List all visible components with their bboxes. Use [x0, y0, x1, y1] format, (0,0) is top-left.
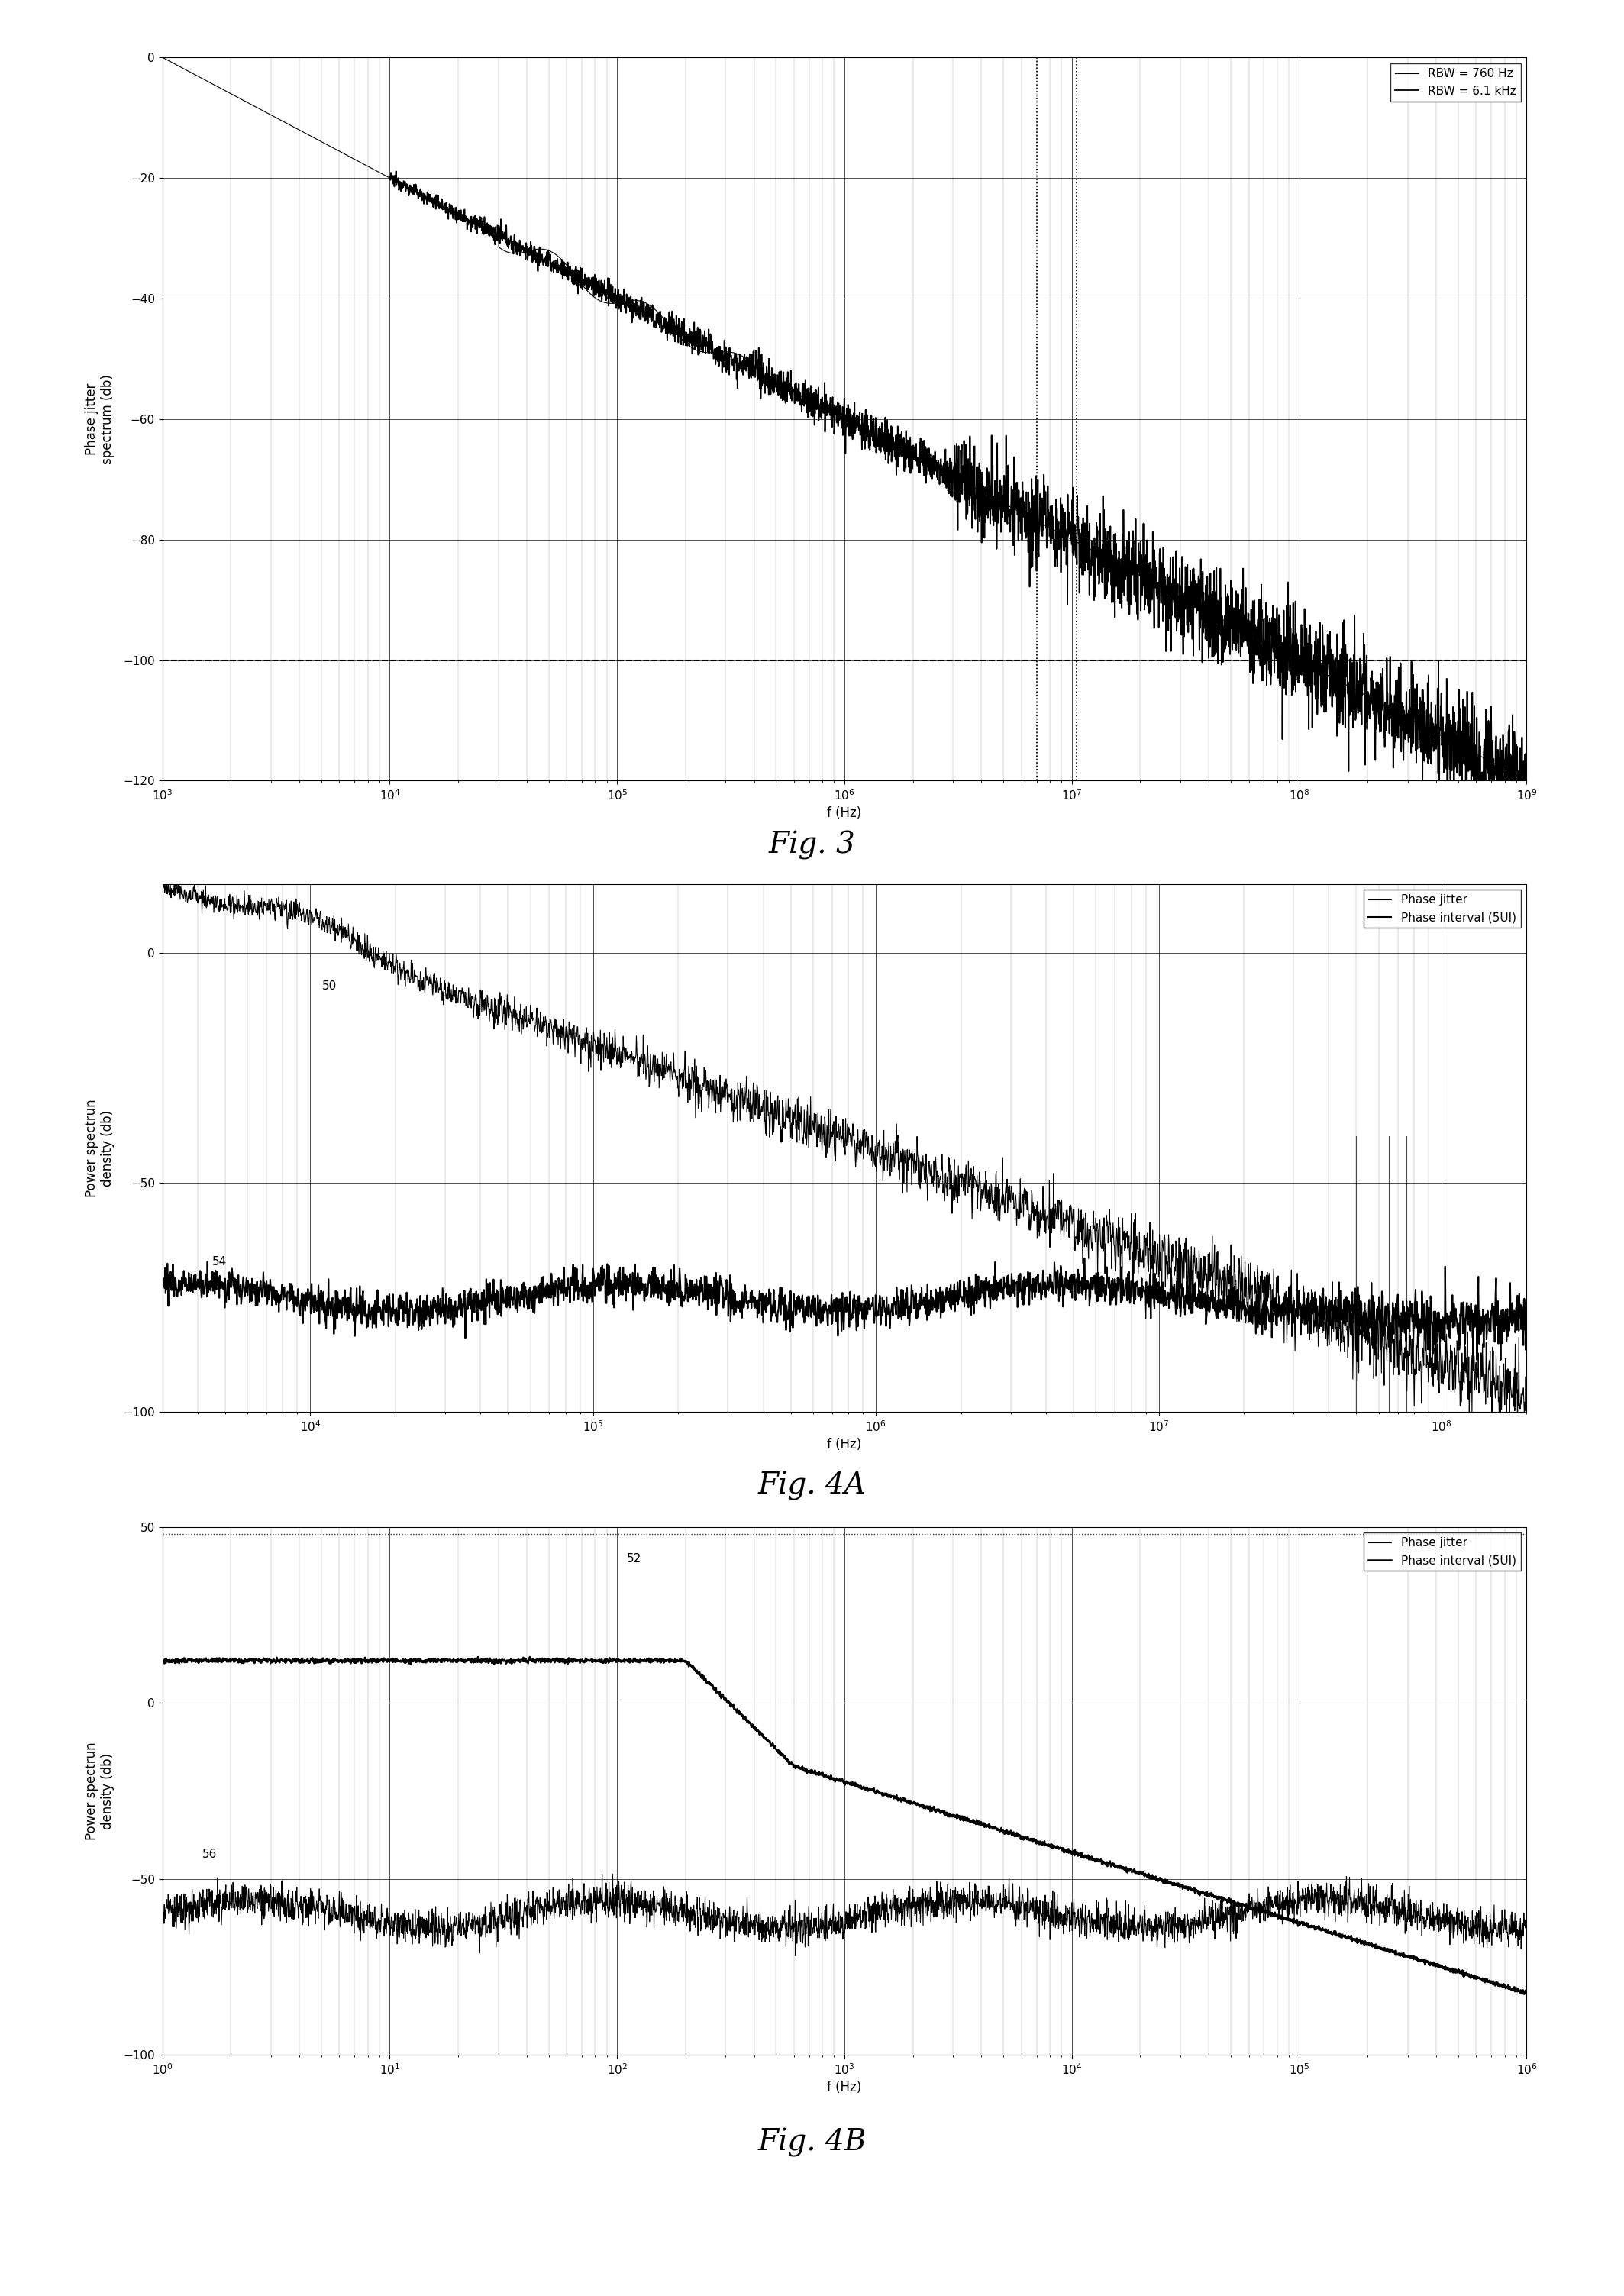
Phase interval (5UI) [737, 1706, 757, 1733]
Line: Phase jitter: Phase jitter [162, 1874, 1527, 1956]
Text: 50: 50 [322, 980, 336, 992]
Phase interval (5UI) [1491, 1345, 1510, 1373]
Phase interval (5UI) [1517, 1304, 1536, 1332]
RBW = 760 Hz [1517, 767, 1536, 794]
Phase jitter [1408, 1917, 1427, 1945]
Phase interval (5UI) [801, 1759, 820, 1786]
RBW = 6.1 kHz [921, 452, 940, 480]
Phase interval (5UI) [1143, 1864, 1163, 1892]
Line: Phase interval (5UI): Phase interval (5UI) [162, 1258, 1527, 1359]
RBW = 6.1 kHz [1483, 755, 1502, 783]
RBW = 6.1 kHz [857, 420, 877, 448]
Line: Phase interval (5UI): Phase interval (5UI) [162, 1658, 1527, 1995]
Phase jitter [1145, 1913, 1164, 1940]
Phase jitter [737, 1906, 757, 1933]
Line: RBW = 760 Hz: RBW = 760 Hz [162, 57, 1527, 781]
Phase interval (5UI) [1475, 1968, 1494, 1995]
X-axis label: f (Hz): f (Hz) [827, 806, 862, 820]
Phase jitter [153, 1903, 172, 1931]
Phase jitter [726, 1901, 745, 1929]
Phase jitter [153, 868, 172, 895]
Phase jitter [309, 912, 328, 939]
Phase interval (5UI) [153, 1646, 172, 1674]
Legend: Phase jitter, Phase interval (5UI): Phase jitter, Phase interval (5UI) [1364, 891, 1520, 928]
Phase jitter [802, 1901, 822, 1929]
Phase jitter [736, 1088, 755, 1116]
Phase interval (5UI) [1466, 1345, 1486, 1373]
Text: Fig. 4B: Fig. 4B [758, 2128, 866, 2156]
Phase interval (5UI) [153, 1293, 172, 1320]
Phase jitter [1507, 1414, 1527, 1442]
Phase interval (5UI) [726, 1697, 745, 1724]
Phase jitter [1343, 1334, 1363, 1362]
RBW = 760 Hz [222, 80, 242, 108]
Phase jitter [786, 1942, 806, 1970]
Y-axis label: Power spectrun
density (db): Power spectrun density (db) [84, 1743, 115, 1839]
Y-axis label: Phase jitter
spectrum (db): Phase jitter spectrum (db) [84, 374, 115, 464]
Text: 52: 52 [627, 1552, 641, 1564]
RBW = 760 Hz [815, 395, 835, 422]
RBW = 6.1 kHz [867, 413, 887, 441]
X-axis label: f (Hz): f (Hz) [827, 2080, 862, 2094]
RBW = 6.1 kHz [380, 165, 400, 193]
Phase interval (5UI) [1343, 1309, 1363, 1336]
Phase interval (5UI) [1515, 1981, 1535, 2009]
Phase interval (5UI) [309, 1288, 328, 1316]
RBW = 760 Hz [1476, 746, 1496, 774]
Line: RBW = 6.1 kHz: RBW = 6.1 kHz [390, 172, 1527, 829]
X-axis label: f (Hz): f (Hz) [827, 1437, 862, 1451]
Phase jitter [603, 1860, 622, 1887]
Phase jitter [1517, 1362, 1536, 1389]
Phase jitter [158, 863, 177, 891]
Phase interval (5UI) [1517, 1979, 1536, 2007]
Phase jitter [676, 1065, 695, 1093]
Phase interval (5UI) [520, 1644, 539, 1671]
Phase interval (5UI) [736, 1288, 755, 1316]
RBW = 6.1 kHz [1517, 755, 1536, 783]
Y-axis label: Power spectrun
density (db): Power spectrun density (db) [84, 1100, 115, 1196]
RBW = 6.1 kHz [387, 158, 406, 186]
RBW = 760 Hz [780, 377, 799, 404]
Phase jitter [1517, 1910, 1536, 1938]
Phase interval (5UI) [1408, 1947, 1427, 1975]
RBW = 760 Hz [1226, 613, 1246, 641]
Phase jitter [1476, 1908, 1496, 1936]
Phase interval (5UI) [390, 1306, 409, 1334]
RBW = 6.1 kHz [1426, 691, 1445, 719]
RBW = 6.1 kHz [1207, 613, 1226, 641]
Phase interval (5UI) [676, 1261, 695, 1288]
Legend: Phase jitter, Phase interval (5UI): Phase jitter, Phase interval (5UI) [1364, 1534, 1520, 1570]
RBW = 760 Hz [153, 44, 172, 71]
Phase interval (5UI) [1075, 1244, 1095, 1272]
Line: Phase jitter: Phase jitter [162, 877, 1527, 1428]
Phase jitter [390, 953, 409, 980]
RBW = 760 Hz [1478, 746, 1497, 774]
Text: 54: 54 [213, 1256, 227, 1267]
Phase jitter [1491, 1373, 1510, 1401]
Text: Fig. 4A: Fig. 4A [758, 1472, 866, 1499]
Text: 56: 56 [203, 1848, 218, 1860]
RBW = 6.1 kHz [1514, 815, 1533, 843]
Legend: RBW = 760 Hz, RBW = 6.1 kHz: RBW = 760 Hz, RBW = 6.1 kHz [1390, 64, 1520, 101]
Text: Fig. 3: Fig. 3 [768, 831, 856, 859]
